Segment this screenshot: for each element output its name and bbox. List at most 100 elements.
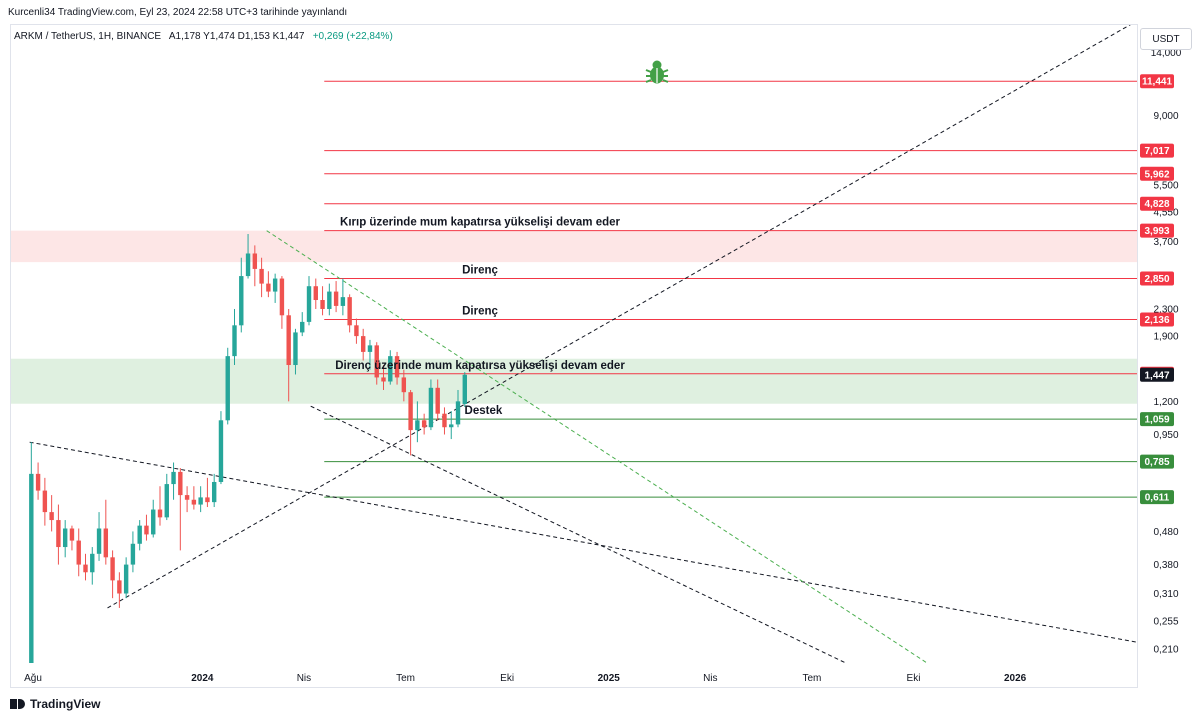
candle[interactable]	[245, 234, 251, 279]
resistance-price-tag[interactable]: 7,017	[1140, 143, 1174, 158]
candle[interactable]	[327, 283, 332, 316]
trendline[interactable]	[107, 21, 1137, 609]
candle[interactable]	[449, 411, 454, 440]
resistance-price-tag-label: 2,850	[1144, 274, 1169, 285]
candle[interactable]	[76, 528, 81, 577]
support-price-tag[interactable]: 0,785	[1140, 454, 1174, 469]
annotation-text[interactable]: Direnç üzerinde mum kapatırsa yükselişi …	[335, 360, 625, 372]
candle[interactable]	[69, 525, 75, 551]
candle[interactable]	[408, 389, 413, 456]
candle[interactable]	[347, 294, 352, 333]
annotation-text[interactable]: Kırıp üzerinde mum kapatırsa yükselişi d…	[340, 217, 620, 229]
resistance-price-tag[interactable]: 5,962	[1140, 166, 1174, 181]
candle[interactable]	[300, 312, 305, 337]
candle[interactable]	[49, 495, 54, 532]
candle[interactable]	[442, 407, 447, 435]
annotation-text[interactable]: Direnç	[462, 305, 498, 317]
candle[interactable]	[83, 553, 88, 581]
candle[interactable]	[239, 257, 244, 333]
candle[interactable]	[333, 281, 339, 313]
candle[interactable]	[103, 499, 109, 565]
candle[interactable]	[164, 473, 169, 521]
candle-body	[42, 490, 48, 513]
candle[interactable]	[130, 531, 136, 573]
candle[interactable]	[35, 462, 41, 500]
candle[interactable]	[110, 550, 115, 599]
candle[interactable]	[401, 369, 407, 402]
candle[interactable]	[279, 276, 285, 329]
candle-body	[313, 286, 318, 301]
support-price-tag-bg	[1140, 454, 1174, 469]
candle[interactable]	[137, 520, 142, 551]
candle[interactable]	[435, 379, 440, 421]
candle[interactable]	[354, 318, 359, 344]
candle[interactable]	[381, 365, 386, 390]
candle[interactable]	[367, 339, 373, 370]
candle[interactable]	[90, 547, 95, 585]
candle-body	[252, 253, 258, 269]
annotation-text[interactable]: Destek	[465, 405, 503, 417]
candle[interactable]	[205, 477, 210, 508]
candle[interactable]	[374, 342, 379, 385]
candle[interactable]	[225, 347, 230, 425]
candle[interactable]	[455, 389, 461, 428]
candle[interactable]	[428, 379, 434, 431]
symbol-pair[interactable]: ARKM / TetherUS, 1H, BINANCE	[14, 31, 162, 42]
support-price-tag-label: 0,785	[1144, 457, 1169, 468]
candle[interactable]	[211, 473, 217, 508]
candle[interactable]	[198, 486, 203, 513]
candle[interactable]	[191, 486, 197, 510]
resistance-price-tag[interactable]: 2,136	[1140, 312, 1174, 327]
trendline[interactable]	[29, 441, 1137, 643]
candle[interactable]	[252, 245, 258, 287]
candle-body	[306, 286, 312, 322]
trendline[interactable]	[310, 405, 846, 663]
resistance-price-tag[interactable]: 2,850	[1140, 271, 1174, 286]
candle[interactable]	[184, 486, 190, 513]
candle[interactable]	[171, 462, 176, 500]
candle[interactable]	[178, 468, 183, 551]
candle[interactable]	[157, 486, 163, 526]
candle-body	[333, 291, 339, 306]
last-price-tag[interactable]: 1,447	[1140, 367, 1174, 382]
candle[interactable]	[421, 413, 427, 435]
candle[interactable]	[56, 504, 61, 565]
candle[interactable]	[123, 557, 129, 599]
candle[interactable]	[415, 401, 420, 443]
candle[interactable]	[218, 411, 224, 485]
candle[interactable]	[306, 276, 312, 326]
resistance-price-tag[interactable]: 3,993	[1140, 223, 1174, 238]
candle[interactable]	[320, 286, 325, 316]
candle[interactable]	[293, 328, 298, 375]
annotation-text[interactable]: Direnç	[462, 265, 498, 277]
candle[interactable]	[117, 572, 122, 608]
candle[interactable]	[266, 271, 271, 298]
candle[interactable]	[96, 512, 102, 561]
resistance-price-tag[interactable]: 11,441	[1140, 74, 1174, 89]
candle[interactable]	[313, 278, 318, 309]
candle[interactable]	[286, 308, 291, 402]
candle[interactable]	[272, 273, 278, 303]
resistance-price-tag[interactable]: 4,828	[1140, 196, 1174, 211]
support-price-tag[interactable]: 0,611	[1140, 490, 1174, 505]
candle[interactable]	[259, 257, 264, 298]
y-tick-label: 0,255	[1153, 617, 1178, 628]
candle-body	[157, 509, 163, 518]
candle[interactable]	[42, 477, 48, 526]
candle[interactable]	[388, 350, 393, 385]
footer-logo[interactable]: TradingView	[10, 697, 100, 711]
candle[interactable]	[144, 514, 149, 541]
candle[interactable]	[340, 278, 346, 316]
trendline[interactable]	[266, 230, 928, 663]
candle[interactable]	[29, 442, 34, 663]
support-price-tag[interactable]: 1,059	[1140, 412, 1174, 427]
axis-unit-button[interactable]: USDT	[1140, 28, 1192, 50]
candle[interactable]	[462, 372, 467, 408]
candle[interactable]	[151, 499, 156, 538]
candle[interactable]	[232, 308, 237, 366]
candle[interactable]	[394, 351, 400, 385]
candle[interactable]	[62, 520, 68, 558]
candle[interactable]	[360, 328, 366, 361]
candle-body	[394, 356, 400, 378]
